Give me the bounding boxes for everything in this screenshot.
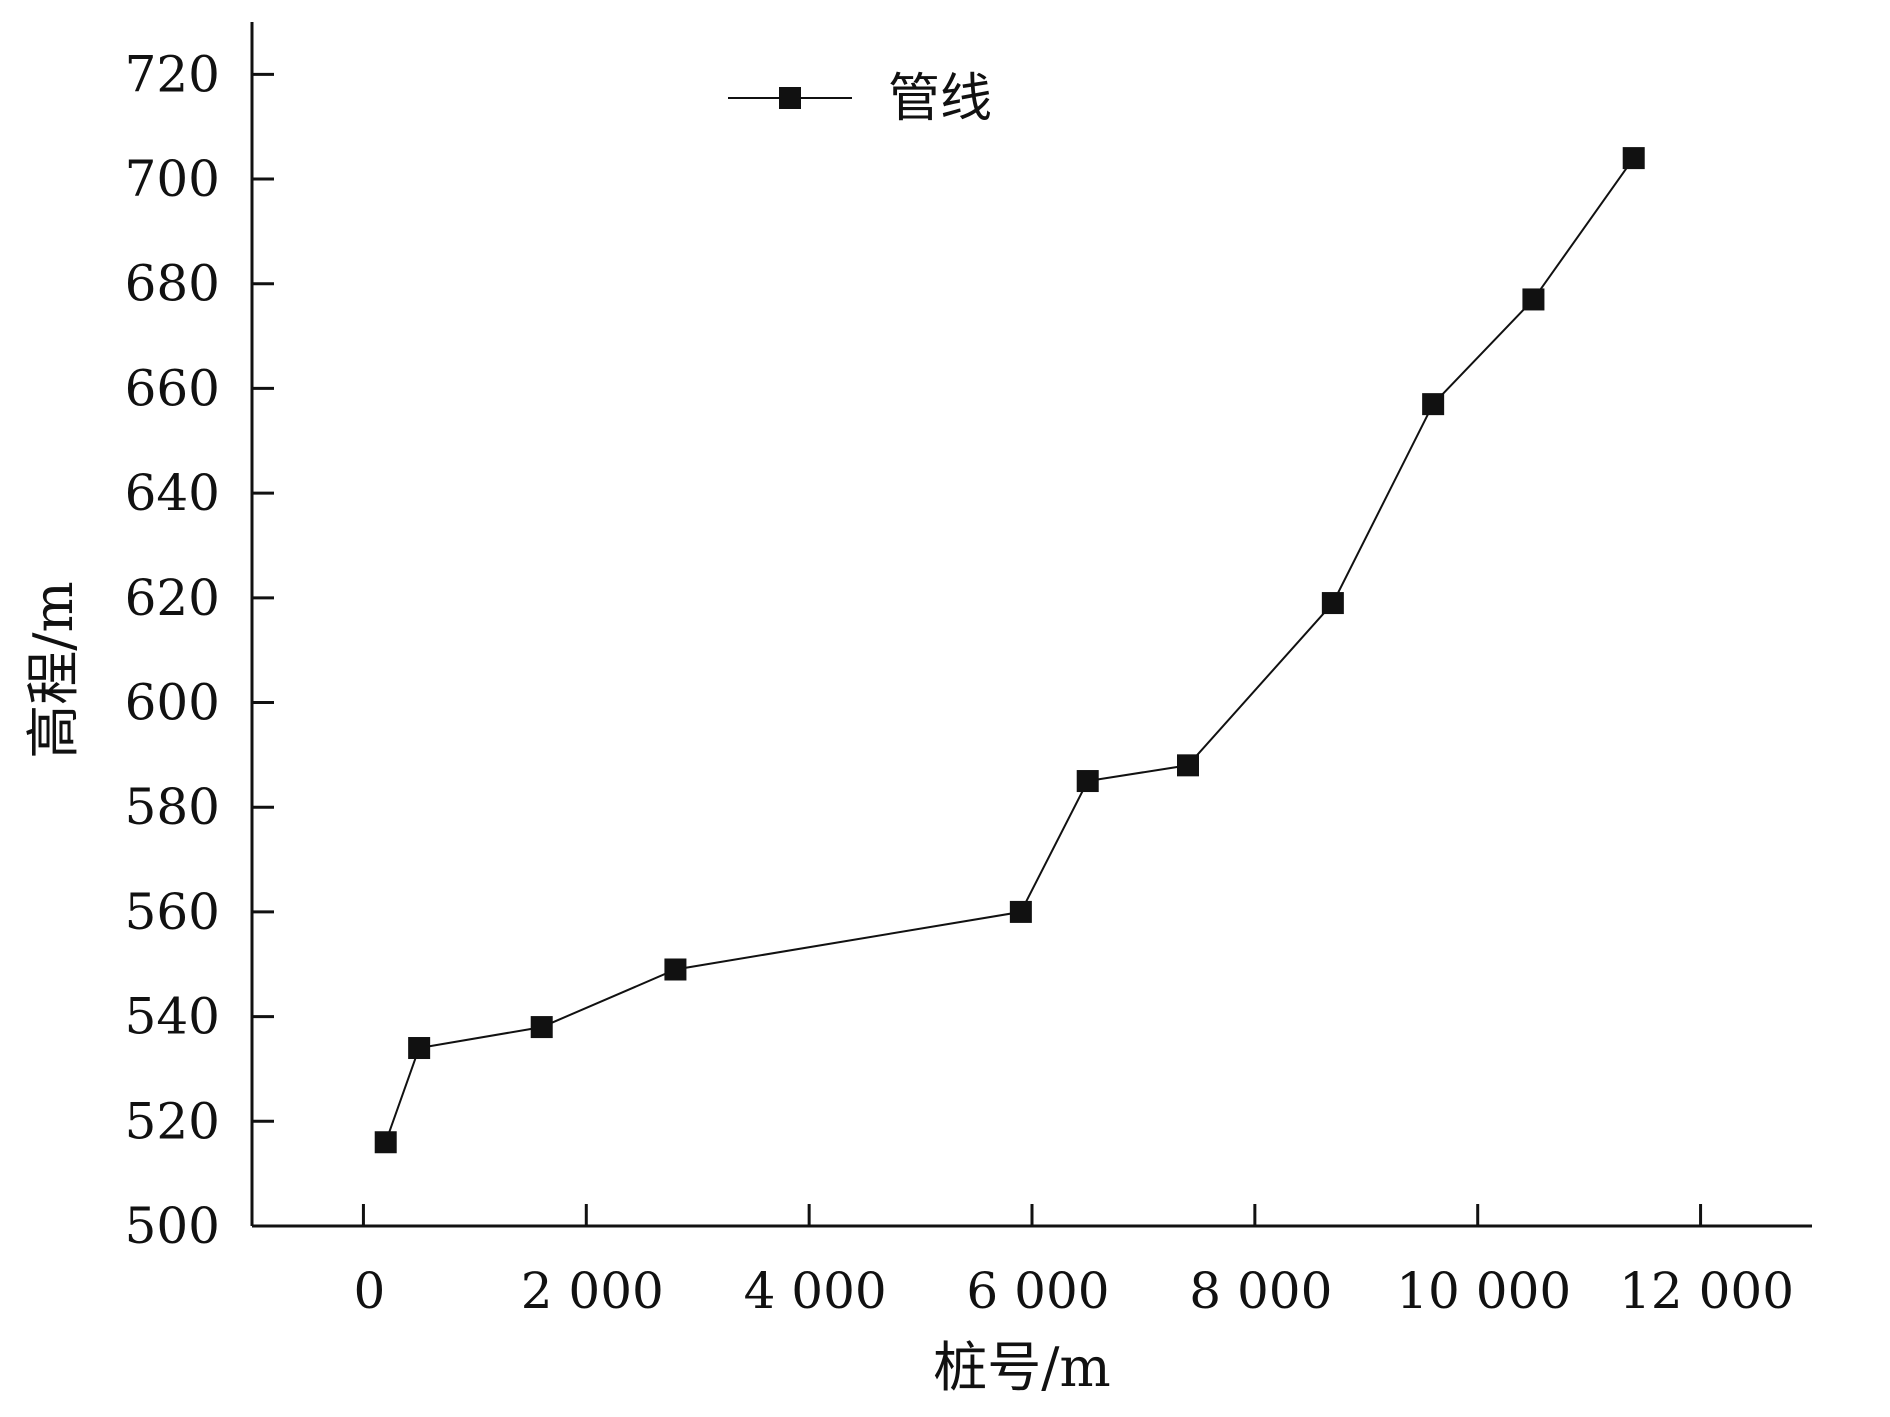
x-tick-label: 4 000	[744, 1262, 887, 1320]
y-tick-label: 540	[125, 988, 220, 1046]
axes	[250, 22, 1812, 1228]
y-tick-label: 680	[125, 255, 220, 313]
data-point-marker	[1321, 592, 1344, 615]
legend-marker-sample	[779, 87, 801, 109]
y-tick-label: 580	[125, 778, 220, 836]
y-axis-title: 高程/m	[22, 581, 85, 758]
series-line	[384, 157, 1635, 1143]
y-tick-label: 720	[125, 45, 220, 103]
data-point-marker	[408, 1037, 431, 1060]
x-axis-title: 桩号/m	[933, 1336, 1110, 1399]
y-tick-label: 660	[125, 359, 220, 417]
x-tick-label: 2 000	[521, 1262, 664, 1320]
y-tick-label: 500	[125, 1197, 220, 1255]
x-ticks: 0 2 000 4 000 6 000 8 000 10 000 12 000	[354, 1204, 1794, 1320]
x-tick-label: 8 000	[1189, 1262, 1332, 1320]
x-tick-label: 12 000	[1619, 1262, 1794, 1320]
data-point-marker	[1177, 754, 1199, 777]
y-tick-label: 640	[125, 464, 220, 522]
data-point-marker	[1422, 393, 1445, 416]
y-tick-label: 520	[125, 1092, 220, 1150]
y-tick-label: 600	[125, 674, 220, 732]
data-point-marker	[664, 958, 687, 981]
y-tick-label: 700	[125, 150, 220, 208]
x-tick-label: 10 000	[1396, 1262, 1571, 1320]
y-tick-label: 560	[125, 883, 220, 941]
series-layer	[374, 147, 1645, 1154]
data-point-marker	[374, 1131, 397, 1154]
y-tick-label: 620	[125, 569, 220, 627]
y-ticks: 500 520 540 560 580 600 620 640 660 680 700 720	[125, 45, 274, 1255]
data-point-marker	[1076, 770, 1099, 793]
legend-label: 管线	[888, 69, 992, 129]
data-point-marker	[1009, 900, 1032, 923]
x-tick-label: 0	[354, 1262, 386, 1320]
data-point-marker	[1622, 147, 1645, 170]
legend: 管线	[728, 69, 992, 129]
data-point-marker	[1522, 288, 1545, 311]
x-tick-label: 6 000	[966, 1262, 1109, 1320]
data-point-marker	[530, 1016, 553, 1039]
